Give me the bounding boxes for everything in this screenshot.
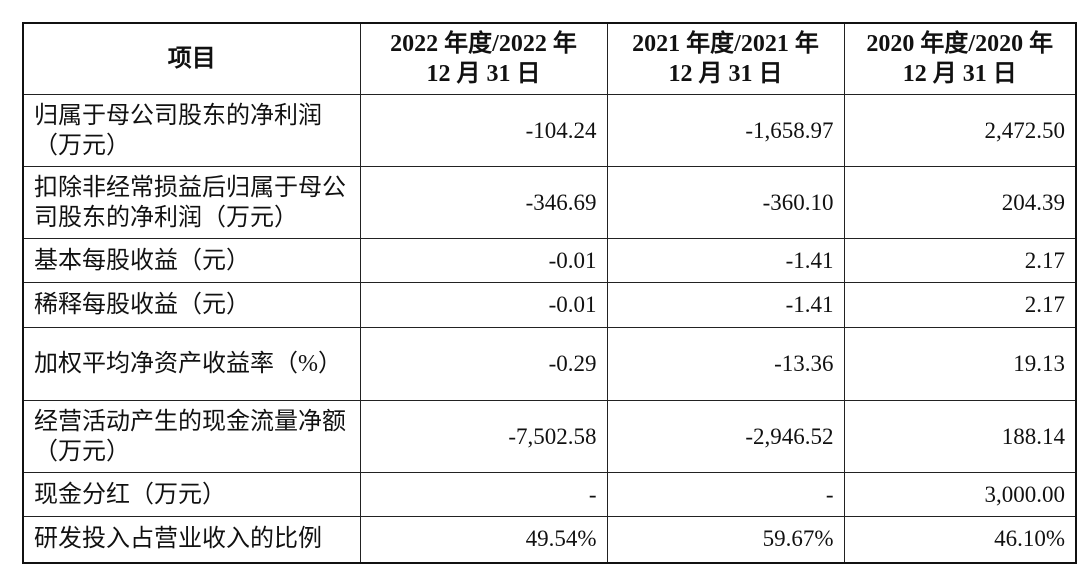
value-cell: 59.67%	[606, 516, 845, 563]
value-cell: 46.10%	[843, 516, 1077, 563]
value-cell: 2.17	[843, 238, 1077, 283]
table-row: 经营活动产生的现金流量净额（万元） -7,502.58 -2,946.52 188.1…	[22, 400, 1077, 473]
table-body: 归属于母公司股东的净利润（万元） -104.24 -1,658.97 2,472.50…	[22, 94, 1077, 563]
value-cell: 2.17	[843, 282, 1077, 328]
table-row: 加权平均净资产收益率（%） -0.29 -13.36 19.13	[22, 327, 1077, 401]
value-cell: -346.69	[359, 166, 608, 239]
value-cell: -	[606, 472, 845, 517]
table-row: 稀释每股收益（元） -0.01 -1.41 2.17	[22, 282, 1077, 328]
header-line: 2022 年度/2022 年	[390, 31, 577, 57]
row-label: 经营活动产生的现金流量净额（万元）	[22, 400, 361, 473]
value-cell: -0.01	[359, 282, 608, 328]
table-row: 基本每股收益（元） -0.01 -1.41 2.17	[22, 238, 1077, 283]
header-cell: 项目	[22, 22, 361, 95]
value-cell: -13.36	[606, 327, 845, 401]
header-row: 项目 2022 年度/2022 年 12 月 31 日 2021 年度/2021 年 1…	[22, 22, 1077, 95]
value-cell: 188.14	[843, 400, 1077, 473]
value-cell: -1,658.97	[606, 94, 845, 167]
header-line: 项目	[167, 46, 216, 72]
value-cell: 3,000.00	[843, 472, 1077, 517]
header-line: 12 月 31 日	[426, 61, 541, 87]
header-cell: 2021 年度/2021 年 12 月 31 日	[606, 22, 845, 95]
header-line: 12 月 31 日	[668, 61, 783, 87]
table-row: 现金分红（万元） - -3,000.00	[22, 472, 1077, 517]
header-cell: 2022 年度/2022 年 12 月 31 日	[359, 22, 608, 95]
header-cell: 2020 年度/2020 年 12 月 31 日	[843, 22, 1077, 95]
value-cell: 2,472.50	[843, 94, 1077, 167]
table-row: 归属于母公司股东的净利润（万元） -104.24 -1,658.97 2,472.50	[22, 94, 1077, 167]
value-cell: -	[359, 472, 608, 517]
header-line: 2021 年度/2021 年	[632, 31, 819, 57]
row-label: 稀释每股收益（元）	[22, 282, 361, 328]
row-label: 归属于母公司股东的净利润（万元）	[22, 94, 361, 167]
value-cell: -104.24	[359, 94, 608, 167]
value-cell: -0.29	[359, 327, 608, 401]
table-header: 项目 2022 年度/2022 年 12 月 31 日 2021 年度/2021 年 1…	[22, 22, 1077, 95]
table-row: 扣除非经常损益后归属于母公司股东的净利润（万元） -346.69 -360.10 20…	[22, 166, 1077, 239]
row-label: 加权平均净资产收益率（%）	[22, 327, 361, 401]
value-cell: 19.13	[843, 327, 1077, 401]
row-label: 基本每股收益（元）	[22, 238, 361, 283]
value-cell: 49.54%	[359, 516, 608, 563]
row-label: 现金分红（万元）	[22, 472, 361, 517]
value-cell: -360.10	[606, 166, 845, 239]
table-row: 研发投入占营业收入的比例 49.54% 59.67% 46.10%	[22, 516, 1077, 563]
row-label: 扣除非经常损益后归属于母公司股东的净利润（万元）	[22, 166, 361, 239]
value-cell: -2,946.52	[606, 400, 845, 473]
value-cell: 204.39	[843, 166, 1077, 239]
data-table: 项目 2022 年度/2022 年 12 月 31 日 2021 年度/2021 年 1…	[22, 22, 1077, 564]
value-cell: -1.41	[606, 282, 845, 328]
value-cell: -7,502.58	[359, 400, 608, 473]
header-line: 12 月 31 日	[902, 61, 1017, 87]
header-line: 2020 年度/2020 年	[866, 31, 1054, 57]
row-label: 研发投入占营业收入的比例	[22, 516, 361, 563]
value-cell: -1.41	[606, 238, 845, 283]
value-cell: -0.01	[359, 238, 608, 283]
